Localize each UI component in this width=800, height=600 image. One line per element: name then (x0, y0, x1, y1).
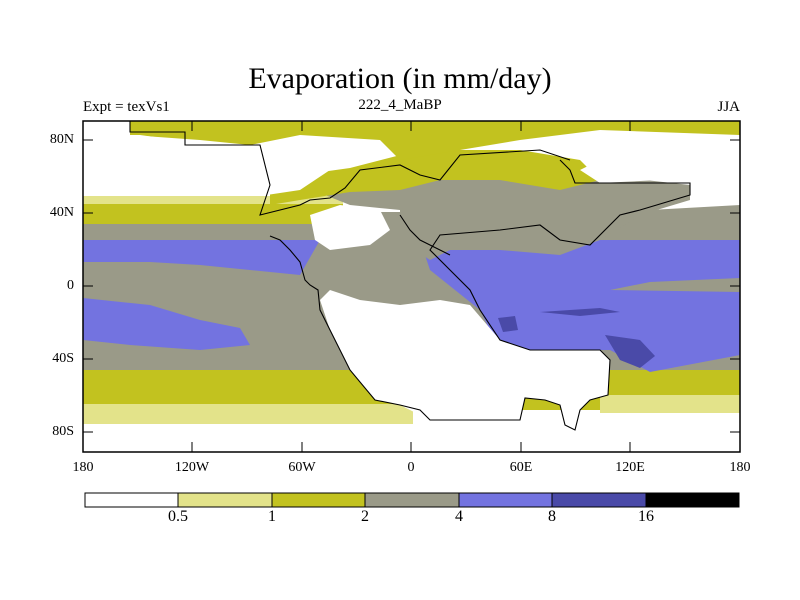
experiment-label: Expt = texVs1 (83, 99, 170, 115)
colorbar-label-1: 1 (268, 508, 276, 525)
lon-label-120w: 120W (174, 460, 210, 475)
lat-label-40n: 40N (49, 205, 74, 220)
colorbar-label-0-5: 0.5 (168, 508, 188, 525)
ocean-band-light-south (83, 404, 413, 424)
lon-label-60w: 60W (288, 460, 316, 475)
northeast-ocean-gray (600, 205, 740, 240)
tropical-dark-blue-small (498, 316, 518, 332)
inland-white-patch (310, 205, 390, 250)
tropical-dark-blue (605, 335, 655, 368)
southern-continent (320, 290, 610, 430)
coastline-americas (269, 159, 691, 431)
arctic-olive (130, 121, 740, 160)
northwest-white (83, 135, 330, 196)
colorbar-box-7 (645, 492, 740, 508)
colorbar-box-4 (364, 492, 460, 508)
colorbar-label-16: 16 (638, 508, 654, 525)
colorbar-box-5 (458, 492, 553, 508)
coastline-inner (399, 214, 451, 256)
lon-label-0: 0 (407, 460, 415, 475)
colorbar-box-1 (84, 492, 179, 508)
lon-label-120e: 120E (615, 460, 645, 475)
northern-rim-olive (270, 150, 600, 205)
lat-label-40s: 40S (52, 351, 74, 366)
tropical-blue-southwest (83, 298, 250, 350)
lat-label-0: 0 (67, 278, 74, 293)
lon-label-180w: 180 (72, 460, 94, 475)
tropical-blue-west (83, 240, 320, 275)
northeast-white (580, 138, 740, 225)
colorbar-box-2 (177, 492, 273, 508)
ocean-band-light-se (600, 395, 740, 413)
plot-title: Evaporation (in mm/day) (248, 62, 552, 95)
coastline-north (129, 121, 571, 216)
lat-label-80n: 80N (49, 132, 74, 147)
tropical-dark-streak (540, 308, 620, 316)
axis-ticks (83, 121, 740, 452)
tropical-blue-east (420, 240, 740, 372)
lon-label-180e: 180 (729, 460, 751, 475)
colorbar-label-2: 2 (361, 508, 369, 525)
colorbar-box-3 (271, 492, 366, 508)
lat-label-80s: 80S (52, 424, 74, 439)
coastlines (129, 121, 691, 431)
season-label: JJA (717, 99, 740, 115)
lon-label-60e: 60E (509, 460, 533, 475)
ocean-band-olive-north (83, 204, 343, 224)
colorbar (84, 492, 740, 508)
colorbar-box-6 (551, 492, 647, 508)
evaporation-field (83, 121, 740, 452)
colorbar-label-8: 8 (548, 508, 556, 525)
colorbar-label-4: 4 (455, 508, 463, 525)
case-label: 222_4_MaBP (358, 97, 442, 113)
